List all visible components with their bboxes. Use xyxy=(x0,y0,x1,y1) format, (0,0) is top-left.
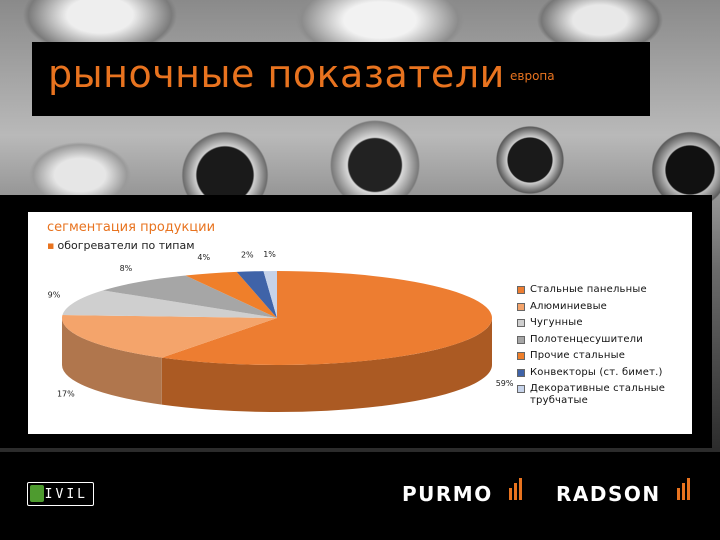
chart-legend: Стальные панельные Алюминиевые Чугунные Пол… xyxy=(517,284,687,412)
legend-label: Декоративные стальные трубчатые xyxy=(530,383,666,406)
page-subtitle: европа xyxy=(510,69,555,83)
legend-swatch xyxy=(517,302,525,311)
legend-item: Стальные панельные xyxy=(517,284,687,296)
legend-swatch xyxy=(517,286,525,294)
pie-slice-side xyxy=(161,318,492,412)
civil-logo-text: CIVIL xyxy=(33,486,88,502)
pie-slice xyxy=(185,271,277,318)
legend-label: Конвекторы (ст. бимет.) xyxy=(530,366,663,378)
pie-slice xyxy=(161,271,492,365)
leaf-icon xyxy=(30,485,44,502)
section-title: сегментация продукции xyxy=(47,220,216,235)
pie-slice xyxy=(263,271,277,318)
pie-data-label: 9% xyxy=(48,290,61,299)
pie-data-label: 8% xyxy=(120,264,133,273)
radson-bars-icon xyxy=(677,478,690,500)
legend-item: Декоративные стальные трубчатые xyxy=(517,383,687,407)
section-bullet: ▪ обогреватели по типам xyxy=(47,239,195,252)
legend-item: Конвекторы (ст. бимет.) xyxy=(517,367,687,379)
legend-label: Стальные панельные xyxy=(530,284,647,295)
pie-slice xyxy=(62,290,277,318)
pie-data-label: 4% xyxy=(197,253,210,262)
legend-item: Алюминиевые xyxy=(517,301,687,313)
legend-item: Чугунные xyxy=(517,317,687,329)
purmo-logo: PURMO xyxy=(402,482,493,506)
page-title: рыночные показатели xyxy=(48,52,505,96)
pie-data-label: 17% xyxy=(57,390,75,399)
pie-slice xyxy=(62,315,277,358)
legend-swatch xyxy=(517,385,525,393)
legend-item: Прочие стальные xyxy=(517,350,687,362)
pie-slice xyxy=(103,275,278,318)
legend-label: Прочие стальные xyxy=(530,350,626,361)
section-bullet-text: обогреватели по типам xyxy=(57,239,195,252)
civil-logo: CIVIL xyxy=(27,482,94,506)
pie-data-label: 2% xyxy=(241,250,254,259)
legend-swatch xyxy=(517,368,525,377)
legend-swatch xyxy=(517,335,525,344)
pie-data-label: 59% xyxy=(496,379,514,388)
legend-label: Чугунные xyxy=(530,317,583,328)
legend-swatch xyxy=(517,319,525,327)
purmo-bars-icon xyxy=(509,478,522,500)
title-bar: рыночные показатели европа xyxy=(32,42,650,116)
footer xyxy=(0,452,720,540)
legend-swatch xyxy=(517,352,525,360)
legend-label: Полотенцесушители xyxy=(530,333,643,345)
bullet-icon: ▪ xyxy=(47,239,55,252)
legend-item: Полотенцесушители xyxy=(517,334,687,346)
legend-label: Алюминиевые xyxy=(530,300,608,312)
pie-data-label: 1% xyxy=(263,250,276,259)
pie-slice-side xyxy=(61,318,162,405)
pie-slice xyxy=(236,271,277,318)
radson-logo: RADSON xyxy=(556,482,661,506)
